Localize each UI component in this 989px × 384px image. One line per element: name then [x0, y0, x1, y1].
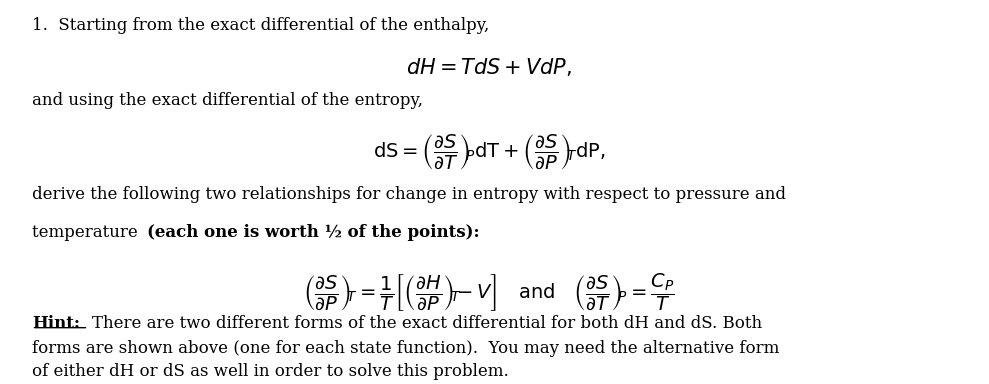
Text: of either dH or dS as well in order to solve this problem.: of either dH or dS as well in order to s…	[32, 363, 508, 380]
Text: Hint:: Hint:	[32, 314, 80, 331]
Text: $\mathrm{dS} = \left(\dfrac{\partial S}{\partial T}\right)_{\!\!P} \mathrm{dT} +: $\mathrm{dS} = \left(\dfrac{\partial S}{…	[373, 132, 605, 171]
Text: temperature: temperature	[32, 224, 143, 241]
Text: (each one is worth ½ of the points):: (each one is worth ½ of the points):	[146, 224, 480, 241]
Text: and using the exact differential of the entropy,: and using the exact differential of the …	[32, 93, 423, 109]
Text: derive the following two relationships for change in entropy with respect to pre: derive the following two relationships f…	[32, 186, 786, 203]
Text: $dH = TdS + VdP,$: $dH = TdS + VdP,$	[406, 56, 573, 78]
Text: 1.  Starting from the exact differential of the enthalpy,: 1. Starting from the exact differential …	[32, 17, 490, 35]
Text: There are two different forms of the exact differential for both dH and dS. Both: There are two different forms of the exa…	[92, 314, 763, 331]
Text: $\left(\dfrac{\partial S}{\partial P}\right)_{\!\!T} = \dfrac{1}{T}\left[\left(\: $\left(\dfrac{\partial S}{\partial P}\ri…	[304, 272, 675, 314]
Text: forms are shown above (one for each state function).  You may need the alternati: forms are shown above (one for each stat…	[32, 340, 779, 357]
